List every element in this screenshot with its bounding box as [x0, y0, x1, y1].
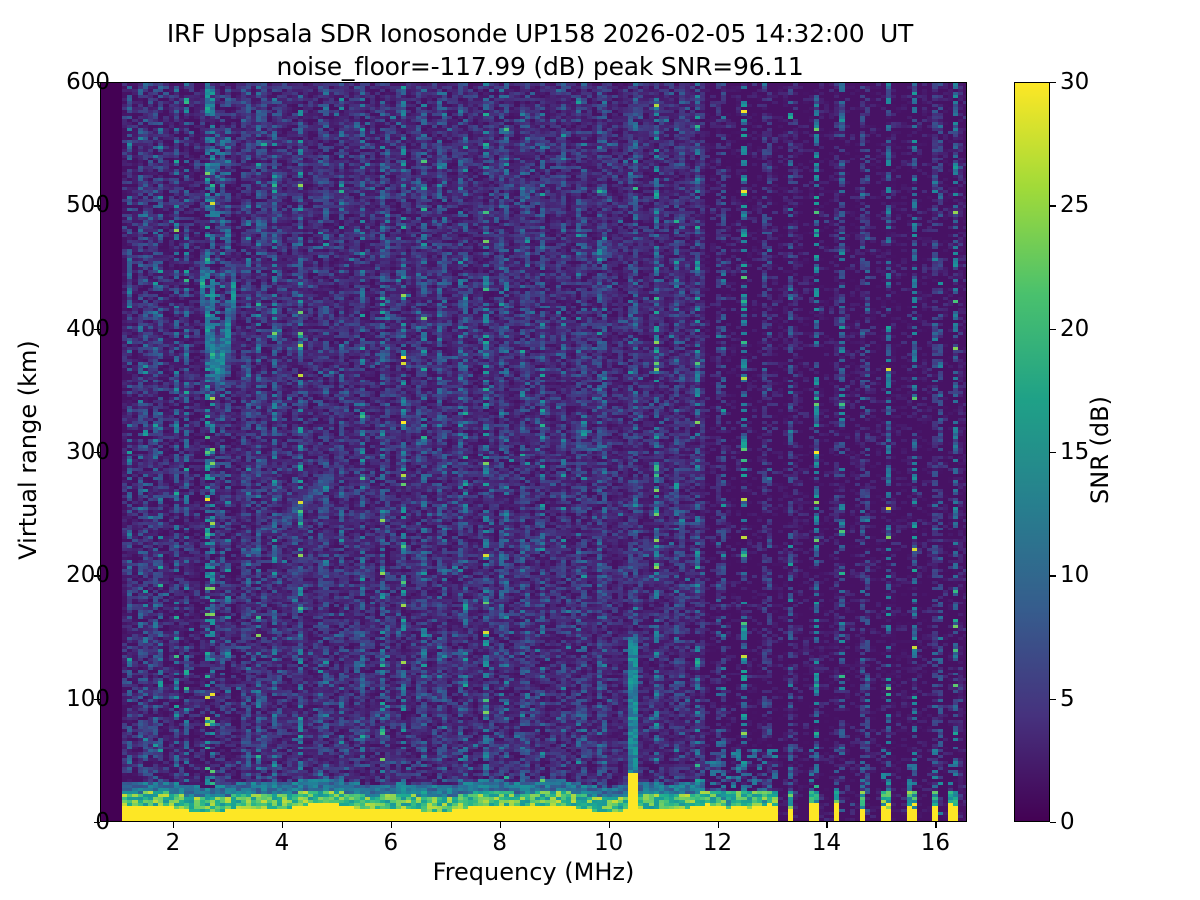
colorbar-tick-5: [1050, 698, 1056, 700]
x-tick-label-2: 2: [165, 830, 181, 856]
y-tick-0: [94, 822, 100, 824]
colorbar: [1014, 82, 1050, 822]
y-tick-600: [94, 82, 100, 84]
colorbar-tick-25: [1050, 205, 1056, 207]
x-tick-label-6: 6: [383, 830, 399, 856]
x-tick-4: [281, 822, 284, 828]
colorbar-tick-10: [1050, 575, 1056, 577]
y-tick-label-300: 300: [66, 439, 110, 465]
y-tick-label-500: 500: [66, 192, 110, 219]
y-tick-label-200: 200: [66, 562, 110, 589]
colorbar-tick-label-30: 30: [1060, 69, 1090, 95]
colorbar-tick-label-5: 5: [1060, 685, 1075, 712]
colorbar-tick-label-20: 20: [1060, 315, 1090, 342]
colorbar-tick-label-15: 15: [1060, 439, 1090, 465]
y-axis-label: Virtual range (km): [14, 340, 42, 560]
x-tick-12: [717, 822, 719, 828]
colorbar-gradient: [1015, 83, 1049, 821]
x-tick-14: [826, 822, 828, 828]
x-tick-label-12: 12: [702, 830, 733, 856]
x-tick-16: [935, 822, 937, 828]
colorbar-label: SNR (dB): [1086, 396, 1114, 504]
y-tick-label-600: 600: [66, 69, 110, 95]
y-tick-label-400: 400: [66, 315, 110, 342]
y-tick-label-100: 100: [66, 685, 110, 712]
x-tick-label-16: 16: [920, 830, 951, 856]
ionogram-heatmap: [101, 83, 966, 821]
y-tick-300: [94, 452, 100, 454]
title-line-primary: IRF Uppsala SDR Ionosonde UP158 2026-02-…: [166, 19, 914, 48]
x-tick-label-14: 14: [811, 830, 842, 856]
colorbar-tick-20: [1050, 328, 1056, 330]
y-tick-label-0: 0: [95, 809, 110, 835]
title-line-secondary: noise_floor=-117.99 (dB) peak SNR=96.11: [276, 51, 804, 81]
y-tick-200: [94, 575, 100, 577]
x-tick-6: [390, 822, 393, 828]
y-tick-500: [94, 205, 100, 207]
y-tick-100: [94, 698, 100, 700]
colorbar-tick-label-0: 0: [1060, 809, 1075, 835]
x-tick-label-4: 4: [274, 830, 290, 856]
x-tick-label-8: 8: [492, 830, 508, 856]
colorbar-tick-label-25: 25: [1060, 192, 1090, 219]
x-tick-8: [499, 822, 502, 828]
x-axis-label: Frequency (MHz): [432, 858, 635, 886]
colorbar-tick-30: [1050, 82, 1056, 84]
x-tick-2: [172, 822, 175, 828]
x-tick-10: [608, 822, 610, 828]
plot-axes: [100, 82, 967, 822]
colorbar-tick-0: [1050, 822, 1056, 824]
figure-title: IRF Uppsala SDR Ionosonde UP158 2026-02-…: [0, 18, 1080, 83]
x-tick-label-10: 10: [594, 830, 624, 856]
colorbar-tick-15: [1050, 452, 1056, 454]
y-tick-400: [94, 328, 100, 330]
colorbar-tick-label-10: 10: [1060, 562, 1090, 589]
